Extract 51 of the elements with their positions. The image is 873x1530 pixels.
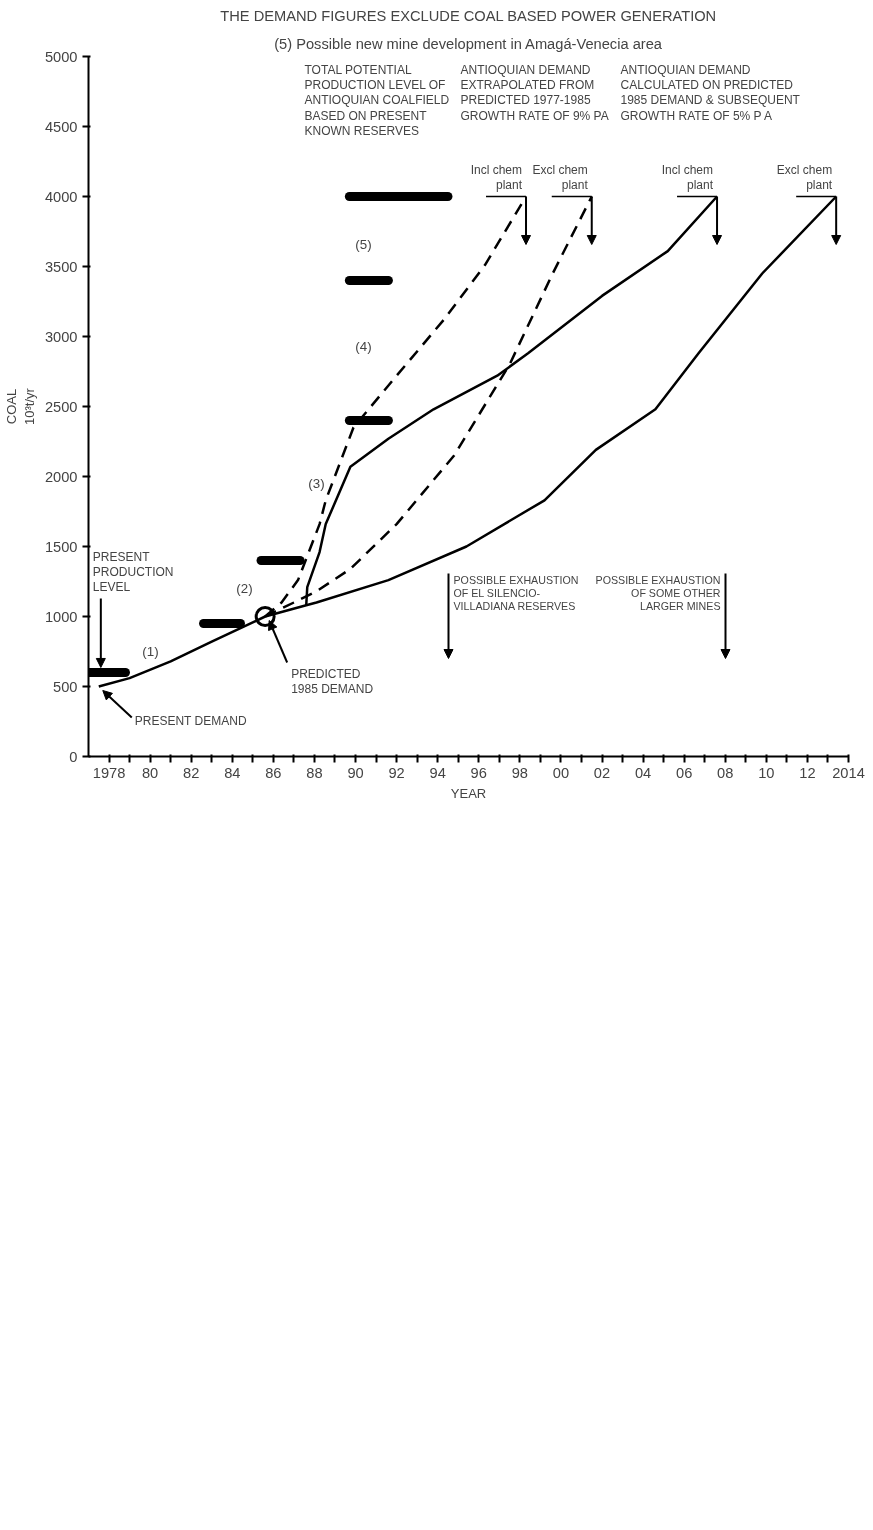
annotation: PREDICTED 1985 DEMAND — [291, 666, 374, 696]
y-tick-label: 0 — [69, 748, 78, 765]
annotation: PRESENT DEMAND — [134, 713, 247, 728]
x-tick-label: 06 — [676, 764, 693, 781]
annotation: (3) — [308, 476, 325, 491]
x-axis-title: YEAR — [450, 785, 487, 801]
annotation: Incl chem plant — [470, 163, 523, 193]
annotation: (1) — [142, 644, 159, 659]
x-tick-label: 86 — [265, 764, 282, 781]
x-tick-label: 90 — [347, 764, 364, 781]
annotation: ANTIOQUIAN DEMAND CALCULATED ON PREDICTED 1985 DEMAND & SUBSEQUENT GROWTH RATE OF 5% P A — [620, 62, 801, 123]
x-tick-label: 98 — [511, 764, 529, 781]
y-tick-label: 3500 — [44, 258, 78, 275]
annotation: Excl chem plant — [532, 163, 589, 193]
annotation: (5) — [355, 237, 372, 252]
x-tick-label: 10 — [758, 764, 775, 781]
text: (5) Possible new mine development in Amagá-Venecia area — [274, 35, 663, 52]
y-tick-label: 1500 — [44, 538, 78, 555]
annotation: POSSIBLE EXHAUSTION OF EL SILENCIO- VILLADIANA RESERVES — [453, 573, 579, 612]
annotation: ANTIOQUIAN DEMAND EXTRAPOLATED FROM PREDICTED 1977-1985 GROWTH RATE OF 9% PA — [460, 62, 609, 123]
annotation: Incl chem plant — [661, 163, 714, 193]
annotation: TOTAL POTENTIAL PRODUCTION LEVEL OF ANTIOQUIAN COALFIELD BASED ON PRESENT KNOWN RESERVES — [304, 62, 450, 139]
x-tick-label: 2014 — [832, 764, 865, 781]
x-tick-label: 82 — [183, 764, 200, 781]
y-tick-label: 2000 — [44, 468, 78, 485]
x-tick-label: 04 — [634, 764, 652, 781]
annotation: POSSIBLE EXHAUSTION OF SOME OTHER LARGER MINES — [595, 573, 721, 612]
y-tick-label: 2500 — [44, 398, 78, 415]
y-tick-label: 3000 — [44, 328, 78, 345]
x-tick-label: 12 — [799, 764, 816, 781]
y-tick-label: 4500 — [44, 118, 78, 135]
y-axis-title: COAL 10³t/yr — [3, 387, 37, 425]
x-tick-label: 94 — [429, 764, 446, 781]
x-tick-label: 96 — [470, 764, 487, 781]
x-tick-label: 92 — [388, 764, 405, 781]
x-tick-label: 02 — [593, 764, 611, 781]
annotation: (2) — [236, 581, 253, 596]
annotation: Excl chem plant — [776, 163, 833, 193]
x-tick-label: 80 — [141, 764, 159, 781]
annotation: (4) — [355, 339, 372, 354]
x-tick-label: 1978 — [92, 764, 126, 781]
x-tick-label: 88 — [306, 764, 323, 781]
y-tick-label: 4000 — [44, 188, 78, 205]
y-tick-label: 1000 — [44, 608, 78, 625]
annotation: PRESENT PRODUCTION LEVEL — [92, 549, 174, 595]
y-tick-label: 500 — [53, 678, 78, 695]
y-tick-label: 5000 — [44, 48, 78, 65]
x-tick-label: 08 — [717, 764, 734, 781]
x-tick-label: 84 — [224, 764, 241, 781]
x-tick-label: 00 — [552, 764, 570, 781]
chart-title: THE DEMAND FIGURES EXCLUDE COAL BASED POWER GENERATION — [220, 7, 717, 24]
